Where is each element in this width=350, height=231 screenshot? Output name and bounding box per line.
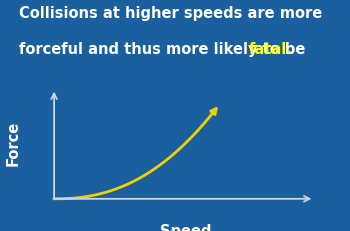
Text: fatal.: fatal. (248, 42, 292, 57)
Text: Collisions at higher speeds are more: Collisions at higher speeds are more (19, 6, 322, 21)
Text: forceful and thus more likely to be: forceful and thus more likely to be (19, 42, 311, 57)
Text: Force: Force (6, 121, 21, 166)
Text: Speed: Speed (160, 224, 211, 231)
